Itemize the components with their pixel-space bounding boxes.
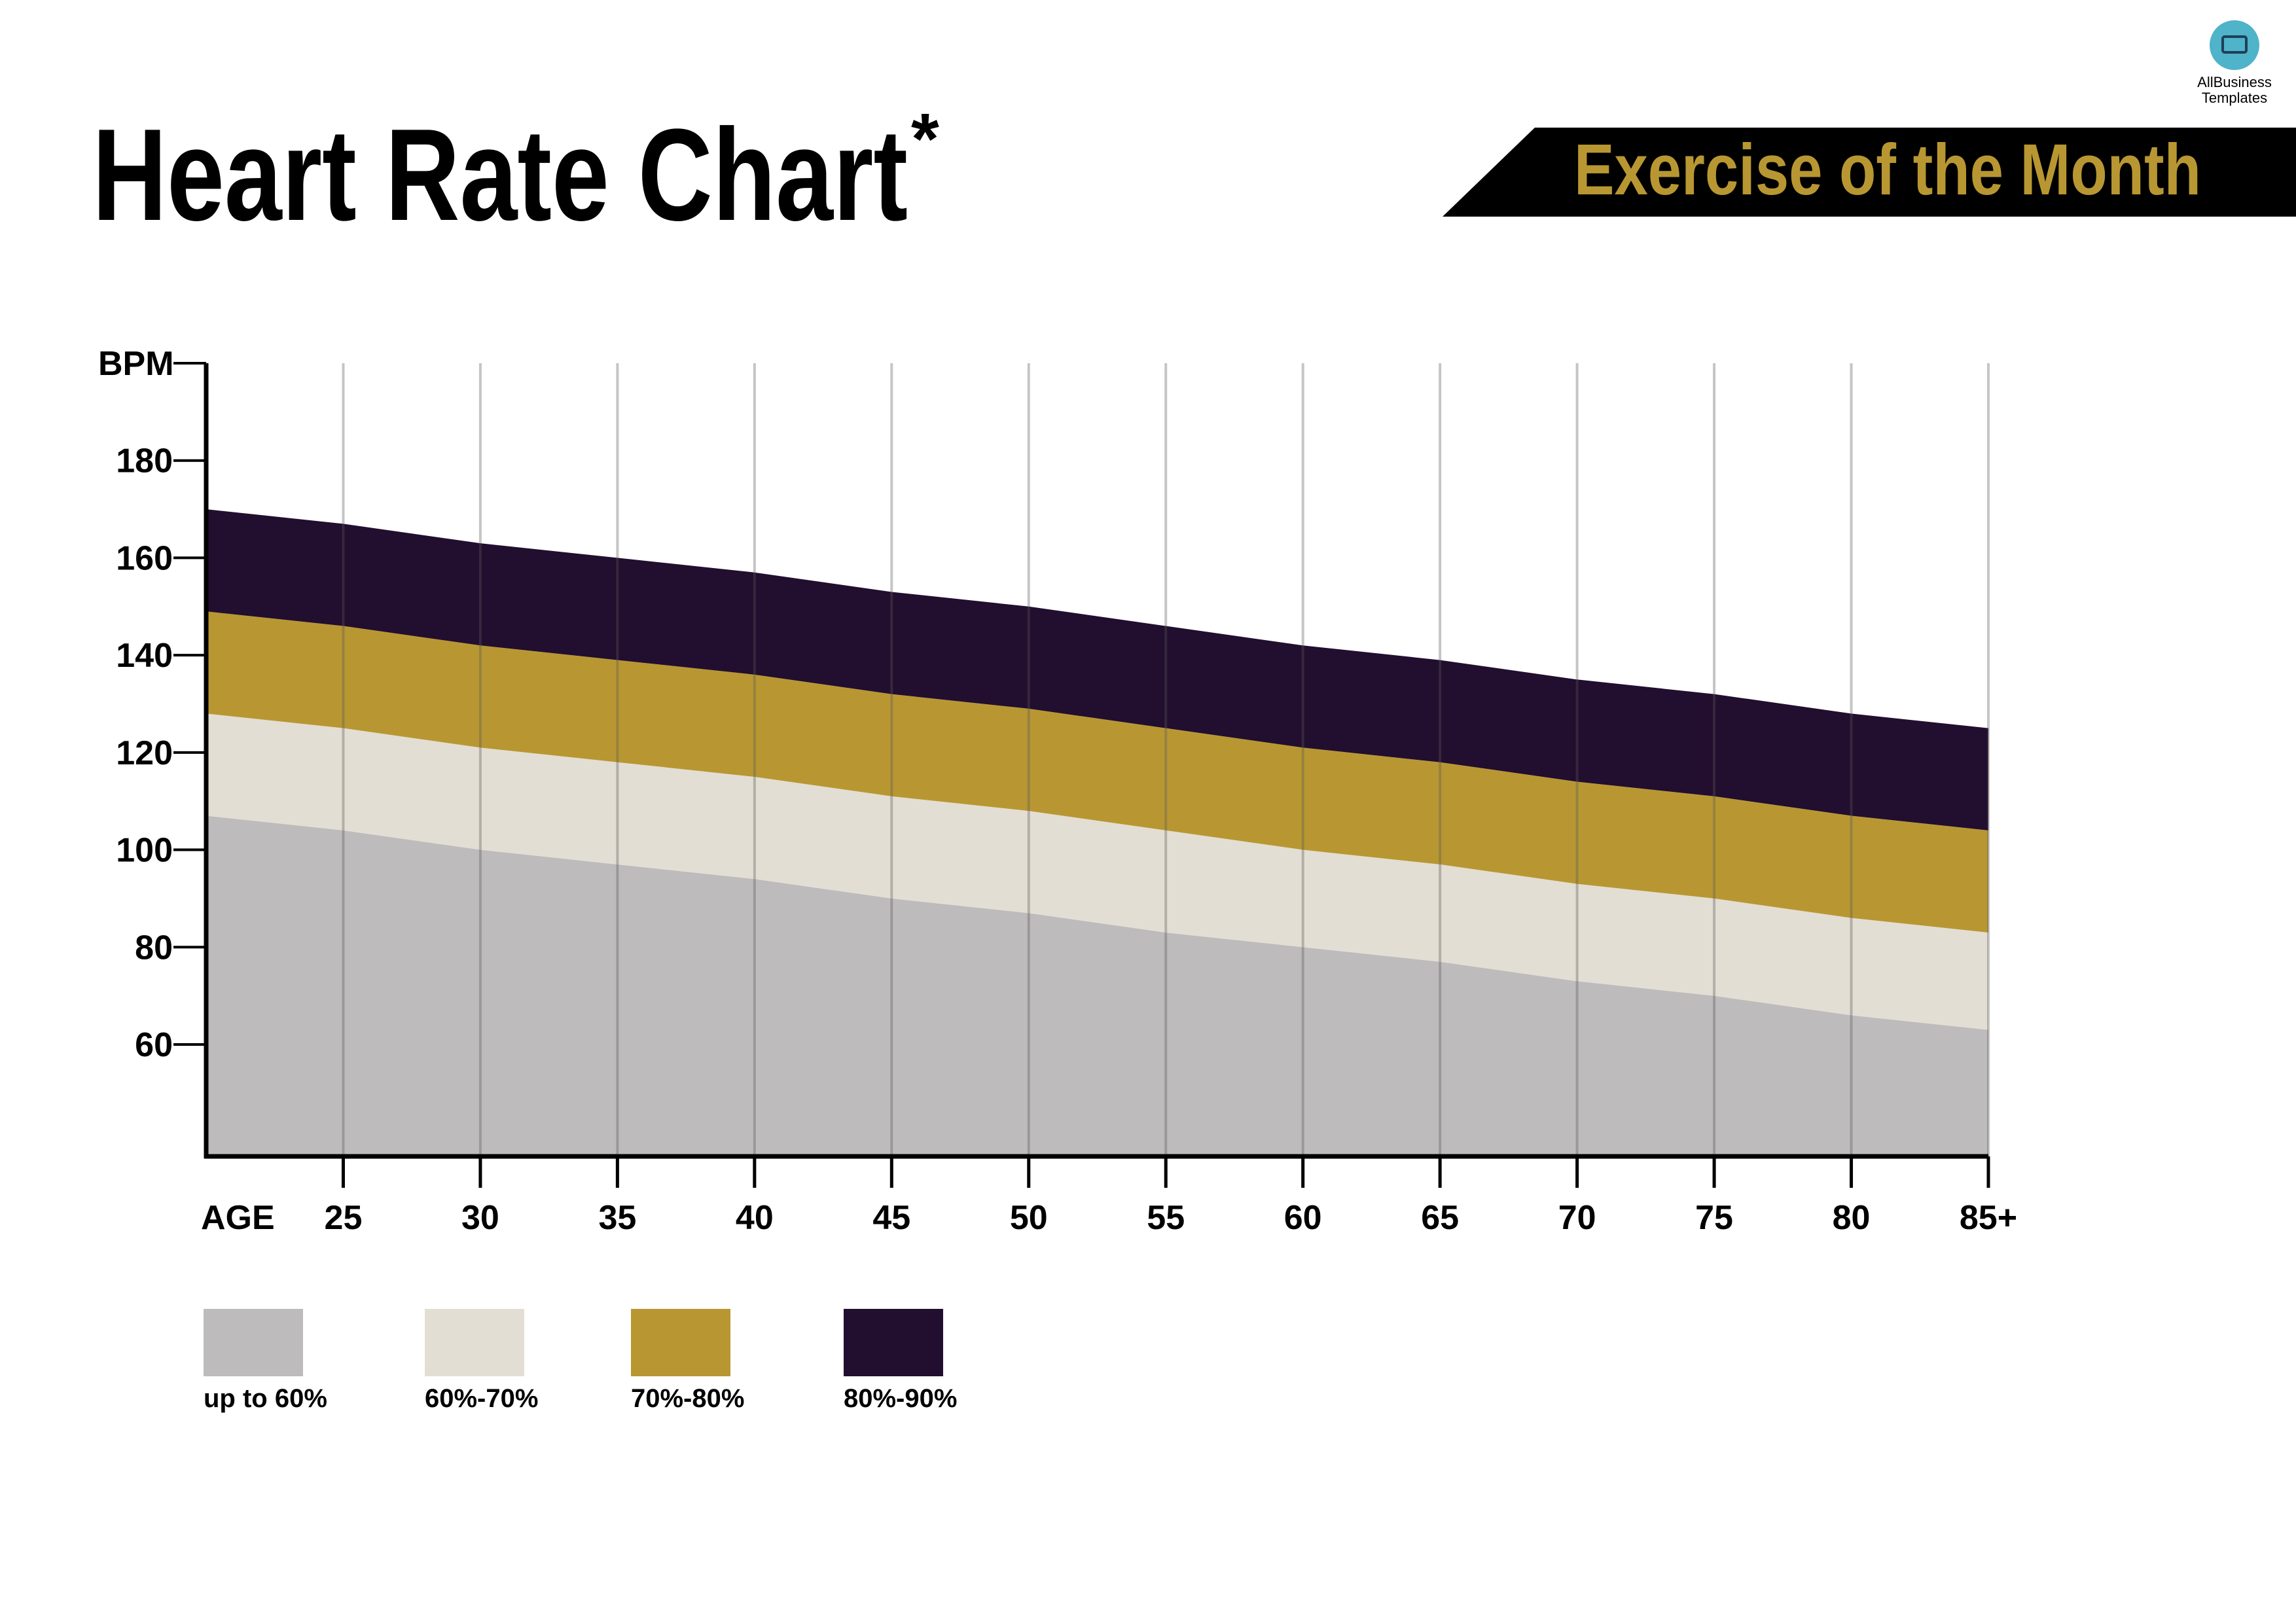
x-tick-label: 40 — [736, 1199, 774, 1237]
x-tick-label: 30 — [461, 1199, 499, 1237]
x-tick-label: 35 — [598, 1199, 636, 1237]
logo-text: Templates — [2202, 90, 2267, 106]
x-tick-label: 85+ — [1960, 1199, 2017, 1237]
x-tick-label: 75 — [1695, 1199, 1733, 1237]
x-tick-label: 50 — [1010, 1199, 1048, 1237]
x-tick-label: 70 — [1558, 1199, 1596, 1237]
logo-text: AllBusiness — [2197, 74, 2272, 90]
banner-text: Exercise of the Month — [1574, 130, 2201, 210]
banner-shape — [1443, 128, 2296, 217]
x-tick-label: 80 — [1833, 1199, 1871, 1237]
area — [206, 611, 1988, 933]
y-tick-label: 140 — [116, 637, 173, 675]
y-tick-label: 100 — [116, 832, 173, 870]
x-tick-label: 65 — [1421, 1199, 1459, 1237]
legend-swatch — [425, 1309, 524, 1376]
y-axis-label: BPM — [98, 345, 174, 383]
title-note: * — [911, 99, 939, 179]
y-tick-label: 80 — [135, 929, 173, 967]
area — [206, 509, 1988, 830]
area — [206, 815, 1988, 1156]
area — [206, 713, 1988, 1030]
legend-label: 70%-80% — [631, 1384, 744, 1413]
legend-swatch — [631, 1309, 730, 1376]
x-tick-label: 60 — [1284, 1199, 1322, 1237]
y-tick-label: 180 — [116, 442, 173, 480]
y-tick-label: 160 — [116, 539, 173, 577]
legend-label: 60%-70% — [425, 1384, 538, 1413]
x-tick-label: 45 — [872, 1199, 910, 1237]
chart-title: Heart Rate Chart — [92, 102, 908, 248]
x-tick-label: 25 — [325, 1199, 363, 1237]
legend-label: 80%-90% — [844, 1384, 957, 1413]
logo-screen — [2221, 35, 2248, 54]
x-axis-label: AGE — [201, 1199, 275, 1237]
legend-swatch — [844, 1309, 943, 1376]
x-tick-label: 55 — [1147, 1199, 1185, 1237]
y-tick-label: 60 — [135, 1026, 173, 1064]
legend-swatch — [204, 1309, 303, 1376]
y-tick-label: 120 — [116, 734, 173, 772]
legend-label: up to 60% — [204, 1384, 327, 1413]
logo-icon — [2210, 20, 2259, 70]
